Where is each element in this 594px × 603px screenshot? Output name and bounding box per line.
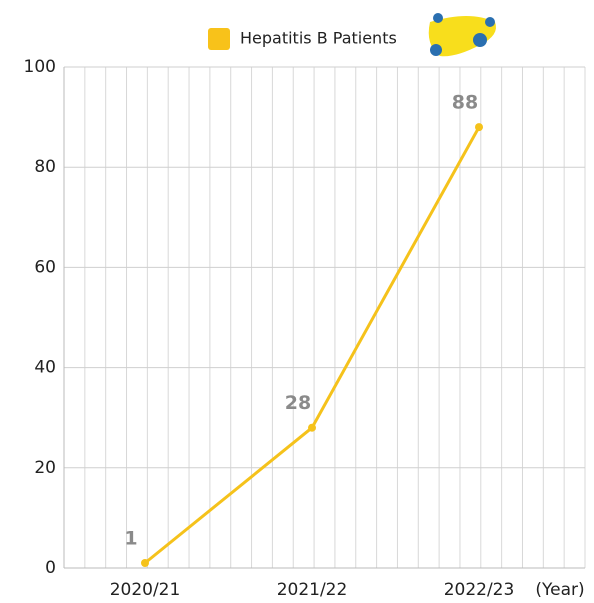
data-label: 28 — [285, 392, 311, 414]
x-tick-label: 2020/21 — [110, 580, 181, 600]
y-tick-label: 60 — [34, 257, 56, 277]
line — [145, 127, 479, 563]
y-tick-label: 80 — [34, 157, 56, 177]
x-tick-label: 2022/23 — [444, 580, 515, 600]
data-label: 88 — [452, 92, 478, 114]
y-tick-label: 0 — [45, 558, 56, 578]
chart: Hepatitis B Patients (Year) 0 20 40 60 80 100… — [0, 0, 594, 603]
y-tick-label: 20 — [34, 458, 56, 478]
legend-label: Hepatitis B Patients — [240, 29, 397, 48]
point — [308, 424, 316, 432]
grid — [64, 67, 585, 568]
data-label: 1 — [124, 527, 137, 549]
y-tick-label: 40 — [34, 358, 56, 378]
y-tick-label: 100 — [24, 57, 56, 77]
point — [475, 123, 483, 131]
x-axis-label: (Year) — [535, 580, 584, 600]
x-tick-label: 2021/22 — [277, 580, 348, 600]
point — [141, 559, 149, 567]
legend-swatch — [208, 28, 230, 50]
liver-icon — [429, 13, 496, 56]
